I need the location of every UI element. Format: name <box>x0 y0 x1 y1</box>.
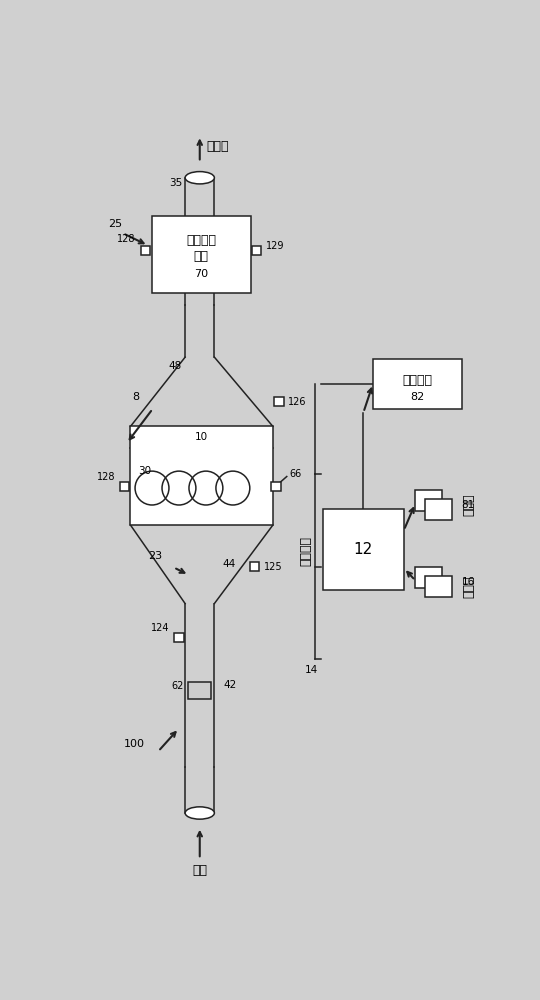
Text: 8: 8 <box>132 392 139 402</box>
Text: 82: 82 <box>410 392 424 402</box>
Ellipse shape <box>185 807 214 819</box>
Bar <box>274 397 284 406</box>
Text: 控制系统: 控制系统 <box>300 536 313 566</box>
Text: 至大气: 至大气 <box>206 140 228 153</box>
Text: 62: 62 <box>171 681 184 691</box>
Text: 125: 125 <box>264 562 282 572</box>
Bar <box>141 246 151 255</box>
Text: 66: 66 <box>290 469 302 479</box>
Bar <box>250 562 259 571</box>
Text: 44: 44 <box>222 559 235 569</box>
Bar <box>323 509 404 590</box>
Text: 126: 126 <box>288 397 307 407</box>
Bar <box>174 633 184 642</box>
Text: 124: 124 <box>151 623 170 633</box>
Bar <box>188 682 211 699</box>
Text: 进气: 进气 <box>192 864 207 877</box>
Text: 致动器: 致动器 <box>463 494 476 516</box>
Bar <box>152 216 251 293</box>
Text: 81: 81 <box>462 500 475 510</box>
Bar <box>415 490 442 511</box>
Text: 装置: 装置 <box>194 250 209 263</box>
Text: 30: 30 <box>138 466 151 476</box>
Ellipse shape <box>185 172 214 184</box>
Text: 25: 25 <box>109 219 123 229</box>
Text: 70: 70 <box>194 269 208 279</box>
Text: 排放控制: 排放控制 <box>186 234 217 247</box>
Bar <box>131 426 273 525</box>
Text: 16: 16 <box>462 577 475 587</box>
Text: 23: 23 <box>148 551 162 561</box>
Text: 35: 35 <box>170 178 183 188</box>
Text: 14: 14 <box>305 665 318 675</box>
Text: 操作显示: 操作显示 <box>402 374 433 387</box>
Bar <box>252 246 261 255</box>
Bar <box>424 576 451 597</box>
Bar <box>415 567 442 588</box>
Bar <box>373 359 462 409</box>
Text: 128: 128 <box>117 234 135 244</box>
Text: 128: 128 <box>97 472 115 482</box>
Text: 10: 10 <box>195 432 208 442</box>
Bar <box>120 482 129 491</box>
Text: 48: 48 <box>168 361 181 371</box>
Bar <box>424 499 451 520</box>
Text: 129: 129 <box>266 241 285 251</box>
Text: 42: 42 <box>224 680 237 690</box>
Bar <box>272 482 281 491</box>
Text: 100: 100 <box>124 739 145 749</box>
Text: 传感器: 传感器 <box>463 575 476 598</box>
Text: 12: 12 <box>354 542 373 557</box>
